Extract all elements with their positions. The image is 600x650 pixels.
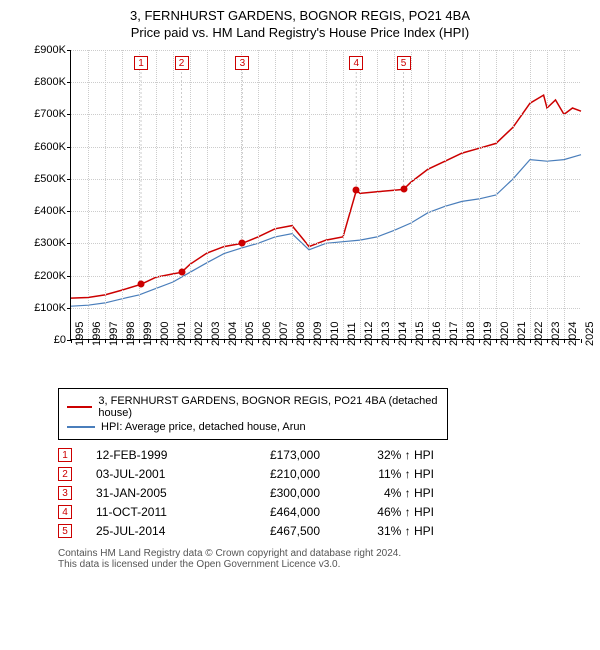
legend-swatch bbox=[67, 406, 92, 408]
x-axis-label: 2002 bbox=[193, 322, 205, 346]
x-axis-label: 1997 bbox=[108, 322, 120, 346]
x-axis-label: 2003 bbox=[210, 322, 222, 346]
x-axis-label: 2011 bbox=[346, 322, 358, 346]
y-axis-label: £800K bbox=[34, 76, 66, 88]
sale-marker-dot bbox=[138, 281, 145, 288]
x-axis-label: 2006 bbox=[261, 322, 273, 346]
sale-row: 2 03-JUL-2001 £210,000 11% ↑ HPI bbox=[58, 467, 590, 481]
footer-line2: This data is licensed under the Open Gov… bbox=[58, 559, 590, 570]
sale-number-box: 5 bbox=[58, 524, 72, 538]
chart-subtitle: Price paid vs. HM Land Registry's House … bbox=[10, 25, 590, 40]
x-axis-label: 2004 bbox=[227, 322, 239, 346]
sale-price: £173,000 bbox=[230, 448, 320, 462]
x-axis-label: 2012 bbox=[363, 322, 375, 346]
x-axis-label: 2001 bbox=[176, 322, 188, 346]
sale-marker-box: 3 bbox=[235, 56, 249, 70]
plot-region: 1 2 3 4 5 bbox=[70, 50, 580, 340]
sale-marker-box: 2 bbox=[175, 56, 189, 70]
x-axis-label: 2020 bbox=[499, 322, 511, 346]
x-axis-label: 2013 bbox=[380, 322, 392, 346]
y-axis-label: £400K bbox=[34, 205, 66, 217]
legend-label: 3, FERNHURST GARDENS, BOGNOR REGIS, PO21… bbox=[98, 395, 439, 419]
sale-price: £464,000 bbox=[230, 505, 320, 519]
sale-diff-vs-hpi: 11% ↑ HPI bbox=[344, 467, 434, 481]
sale-number-box: 1 bbox=[58, 448, 72, 462]
sale-row: 3 31-JAN-2005 £300,000 4% ↑ HPI bbox=[58, 486, 590, 500]
sale-number-box: 3 bbox=[58, 486, 72, 500]
x-axis-label: 2018 bbox=[465, 322, 477, 346]
y-axis-label: £900K bbox=[34, 44, 66, 56]
legend-swatch bbox=[67, 426, 95, 428]
y-axis-label: £100K bbox=[34, 302, 66, 314]
sale-diff-vs-hpi: 46% ↑ HPI bbox=[344, 505, 434, 519]
sale-price: £467,500 bbox=[230, 524, 320, 538]
legend-item: HPI: Average price, detached house, Arun bbox=[67, 421, 439, 433]
x-axis-label: 2008 bbox=[295, 322, 307, 346]
x-axis-label: 2009 bbox=[312, 322, 324, 346]
sale-number-box: 4 bbox=[58, 505, 72, 519]
footer-line1: Contains HM Land Registry data © Crown c… bbox=[58, 548, 590, 559]
y-axis-label: £0 bbox=[54, 334, 66, 346]
sale-marker-box: 5 bbox=[397, 56, 411, 70]
sale-marker-box: 4 bbox=[349, 56, 363, 70]
sale-marker-box: 1 bbox=[134, 56, 148, 70]
y-axis-label: £500K bbox=[34, 173, 66, 185]
x-axis-label: 1996 bbox=[91, 322, 103, 346]
sale-date: 12-FEB-1999 bbox=[96, 448, 206, 462]
sale-date: 11-OCT-2011 bbox=[96, 505, 206, 519]
sale-price: £210,000 bbox=[230, 467, 320, 481]
x-axis-label: 2017 bbox=[448, 322, 460, 346]
sale-diff-vs-hpi: 32% ↑ HPI bbox=[344, 448, 434, 462]
legend-label: HPI: Average price, detached house, Arun bbox=[101, 421, 306, 433]
sale-marker-dot bbox=[400, 186, 407, 193]
sale-row: 5 25-JUL-2014 £467,500 31% ↑ HPI bbox=[58, 524, 590, 538]
sale-number-box: 2 bbox=[58, 467, 72, 481]
sale-date: 03-JUL-2001 bbox=[96, 467, 206, 481]
x-axis-label: 2025 bbox=[584, 322, 596, 346]
x-axis-label: 2023 bbox=[550, 322, 562, 346]
sale-diff-vs-hpi: 31% ↑ HPI bbox=[344, 524, 434, 538]
x-axis-label: 2019 bbox=[482, 322, 494, 346]
sale-date: 25-JUL-2014 bbox=[96, 524, 206, 538]
x-axis-label: 2000 bbox=[159, 322, 171, 346]
chart-container: 3, FERNHURST GARDENS, BOGNOR REGIS, PO21… bbox=[0, 0, 600, 650]
sales-table: 1 12-FEB-1999 £173,000 32% ↑ HPI 2 03-JUL-200… bbox=[58, 448, 590, 538]
sale-marker-dot bbox=[239, 240, 246, 247]
x-axis-label: 2024 bbox=[567, 322, 579, 346]
y-axis-label: £200K bbox=[34, 270, 66, 282]
sale-diff-vs-hpi: 4% ↑ HPI bbox=[344, 486, 434, 500]
legend-item: 3, FERNHURST GARDENS, BOGNOR REGIS, PO21… bbox=[67, 395, 439, 419]
x-axis-label: 2005 bbox=[244, 322, 256, 346]
x-axis-label: 1999 bbox=[142, 322, 154, 346]
legend: 3, FERNHURST GARDENS, BOGNOR REGIS, PO21… bbox=[58, 388, 448, 440]
y-axis-label: £300K bbox=[34, 237, 66, 249]
footer-attribution: Contains HM Land Registry data © Crown c… bbox=[58, 548, 590, 570]
sale-row: 1 12-FEB-1999 £173,000 32% ↑ HPI bbox=[58, 448, 590, 462]
y-axis-label: £600K bbox=[34, 141, 66, 153]
y-axis-label: £700K bbox=[34, 108, 66, 120]
chart-area: 1 2 3 4 5 £0 £100K £200K £300K £400K £500K £600K £7… bbox=[20, 50, 580, 380]
sale-marker-dot bbox=[178, 269, 185, 276]
sale-date: 31-JAN-2005 bbox=[96, 486, 206, 500]
sale-price: £300,000 bbox=[230, 486, 320, 500]
x-axis-label: 2022 bbox=[533, 322, 545, 346]
x-axis-label: 1995 bbox=[74, 322, 86, 346]
x-axis-label: 2021 bbox=[516, 322, 528, 346]
chart-title: 3, FERNHURST GARDENS, BOGNOR REGIS, PO21… bbox=[10, 8, 590, 23]
x-axis-label: 2016 bbox=[431, 322, 443, 346]
x-axis-label: 2015 bbox=[414, 322, 426, 346]
sale-marker-dot bbox=[353, 187, 360, 194]
x-axis-label: 1998 bbox=[125, 322, 137, 346]
sale-row: 4 11-OCT-2011 £464,000 46% ↑ HPI bbox=[58, 505, 590, 519]
x-axis-label: 2014 bbox=[397, 322, 409, 346]
x-axis-label: 2007 bbox=[278, 322, 290, 346]
x-axis-label: 2010 bbox=[329, 322, 341, 346]
